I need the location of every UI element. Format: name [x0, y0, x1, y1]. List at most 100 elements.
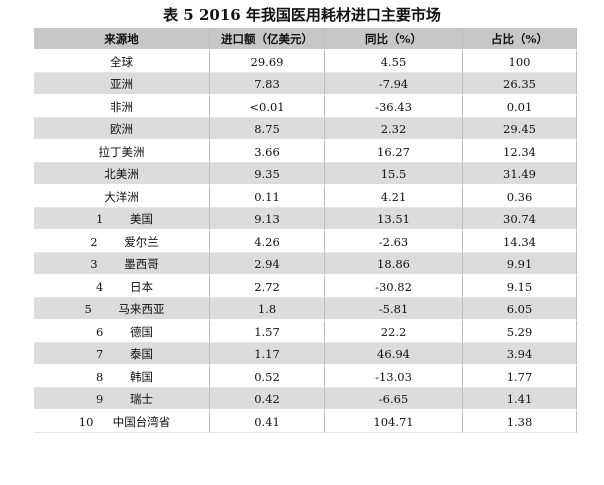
country-name: 爱尔兰: [124, 234, 159, 249]
country-row: 2 爱尔兰 4.26 -2.63 14.34: [34, 231, 577, 253]
region-name: 全球: [34, 51, 210, 73]
country-name: 泰国: [130, 346, 153, 361]
yoy-change: 4.55: [325, 51, 463, 73]
import-amount: 29.69: [210, 51, 325, 73]
country-cell: 2 爱尔兰: [34, 231, 210, 253]
country-row: 9 瑞士 0.42 -6.65 1.41: [34, 388, 577, 411]
yoy-change: 13.51: [325, 208, 463, 231]
region-name: 北美洲: [34, 163, 210, 186]
header-source: 来源地: [34, 28, 210, 51]
yoy-change: -7.94: [325, 73, 463, 96]
share-percent: 1.77: [463, 366, 577, 388]
import-amount: 9.13: [210, 208, 325, 231]
import-amount: 0.42: [210, 388, 325, 411]
country-name: 墨西哥: [124, 256, 159, 271]
region-row: 大洋洲 0.11 4.21 0.36: [34, 186, 577, 208]
country-row: 7 泰国 1.17 46.94 3.94: [34, 343, 577, 366]
country-name: 韩国: [130, 369, 153, 384]
share-percent: 29.45: [463, 118, 577, 141]
region-name: 拉丁美洲: [34, 141, 210, 163]
share-percent: 31.49: [463, 163, 577, 186]
country-rank: 9: [96, 391, 104, 406]
yoy-change: -5.81: [325, 298, 463, 321]
country-rank: 3: [90, 256, 98, 271]
import-markets-table: 来源地 进口额（亿美元） 同比（%） 占比（%） 全球 29.69 4.55 100 亚…: [34, 28, 577, 433]
share-percent: 3.94: [463, 343, 577, 366]
yoy-change: -6.65: [325, 388, 463, 411]
import-amount: 0.52: [210, 366, 325, 388]
import-amount: 3.66: [210, 141, 325, 163]
import-amount: 2.94: [210, 253, 325, 276]
yoy-change: 104.71: [325, 411, 463, 433]
country-row: 4 日本 2.72 -30.82 9.15: [34, 276, 577, 298]
region-name: 大洋洲: [34, 186, 210, 208]
import-amount: <0.01: [210, 96, 325, 118]
yoy-change: -13.03: [325, 366, 463, 388]
yoy-change: 4.21: [325, 186, 463, 208]
country-row: 6 德国 1.57 22.2 5.29: [34, 321, 577, 343]
import-amount: 8.75: [210, 118, 325, 141]
country-cell: 10 中国台湾省: [34, 411, 210, 433]
country-rank: 7: [96, 346, 104, 361]
region-name: 欧洲: [34, 118, 210, 141]
share-percent: 0.01: [463, 96, 577, 118]
share-percent: 5.29: [463, 321, 577, 343]
country-name: 马来西亚: [118, 301, 165, 316]
yoy-change: -36.43: [325, 96, 463, 118]
yoy-change: 18.86: [325, 253, 463, 276]
country-cell: 4 日本: [34, 276, 210, 298]
yoy-change: 16.27: [325, 141, 463, 163]
yoy-change: 15.5: [325, 163, 463, 186]
country-cell: 9 瑞士: [34, 388, 210, 411]
share-percent: 1.41: [463, 388, 577, 411]
country-row: 5 马来西亚 1.8 -5.81 6.05: [34, 298, 577, 321]
header-yoy: 同比（%）: [325, 28, 463, 51]
country-name: 日本: [130, 279, 153, 294]
region-row: 欧洲 8.75 2.32 29.45: [34, 118, 577, 141]
share-percent: 12.34: [463, 141, 577, 163]
yoy-change: 22.2: [325, 321, 463, 343]
share-percent: 30.74: [463, 208, 577, 231]
country-name: 美国: [130, 211, 153, 226]
share-percent: 0.36: [463, 186, 577, 208]
country-rank: 4: [96, 279, 104, 294]
yoy-change: 46.94: [325, 343, 463, 366]
country-rank: 10: [78, 414, 94, 429]
import-amount: 0.11: [210, 186, 325, 208]
table-body: 全球 29.69 4.55 100 亚洲 7.83 -7.94 26.35 非洲 <0.01 -36…: [34, 51, 577, 433]
country-row: 3 墨西哥 2.94 18.86 9.91: [34, 253, 577, 276]
import-amount: 1.8: [210, 298, 325, 321]
region-row: 亚洲 7.83 -7.94 26.35: [34, 73, 577, 96]
share-percent: 1.38: [463, 411, 577, 433]
header-share: 占比（%）: [463, 28, 577, 51]
table-title: 表 5 2016 年我国医用耗材进口主要市场: [163, 6, 441, 24]
import-amount: 7.83: [210, 73, 325, 96]
country-row: 1 美国 9.13 13.51 30.74: [34, 208, 577, 231]
country-row: 8 韩国 0.52 -13.03 1.77: [34, 366, 577, 388]
share-percent: 14.34: [463, 231, 577, 253]
country-rank: 1: [96, 211, 104, 226]
share-percent: 9.15: [463, 276, 577, 298]
import-amount: 1.57: [210, 321, 325, 343]
share-percent: 26.35: [463, 73, 577, 96]
country-cell: 8 韩国: [34, 366, 210, 388]
region-row: 全球 29.69 4.55 100: [34, 51, 577, 73]
import-amount: 1.17: [210, 343, 325, 366]
header-amount: 进口额（亿美元）: [210, 28, 325, 51]
country-rank: 5: [84, 301, 92, 316]
country-name: 德国: [130, 324, 153, 339]
share-percent: 9.91: [463, 253, 577, 276]
country-rank: 6: [96, 324, 104, 339]
yoy-change: 2.32: [325, 118, 463, 141]
country-cell: 6 德国: [34, 321, 210, 343]
region-row: 拉丁美洲 3.66 16.27 12.34: [34, 141, 577, 163]
country-rank: 8: [96, 369, 104, 384]
country-name: 中国台湾省: [112, 414, 171, 429]
region-name: 非洲: [34, 96, 210, 118]
country-cell: 5 马来西亚: [34, 298, 210, 321]
import-amount: 2.72: [210, 276, 325, 298]
country-rank: 2: [90, 234, 98, 249]
import-amount: 4.26: [210, 231, 325, 253]
country-cell: 1 美国: [34, 208, 210, 231]
region-name: 亚洲: [34, 73, 210, 96]
